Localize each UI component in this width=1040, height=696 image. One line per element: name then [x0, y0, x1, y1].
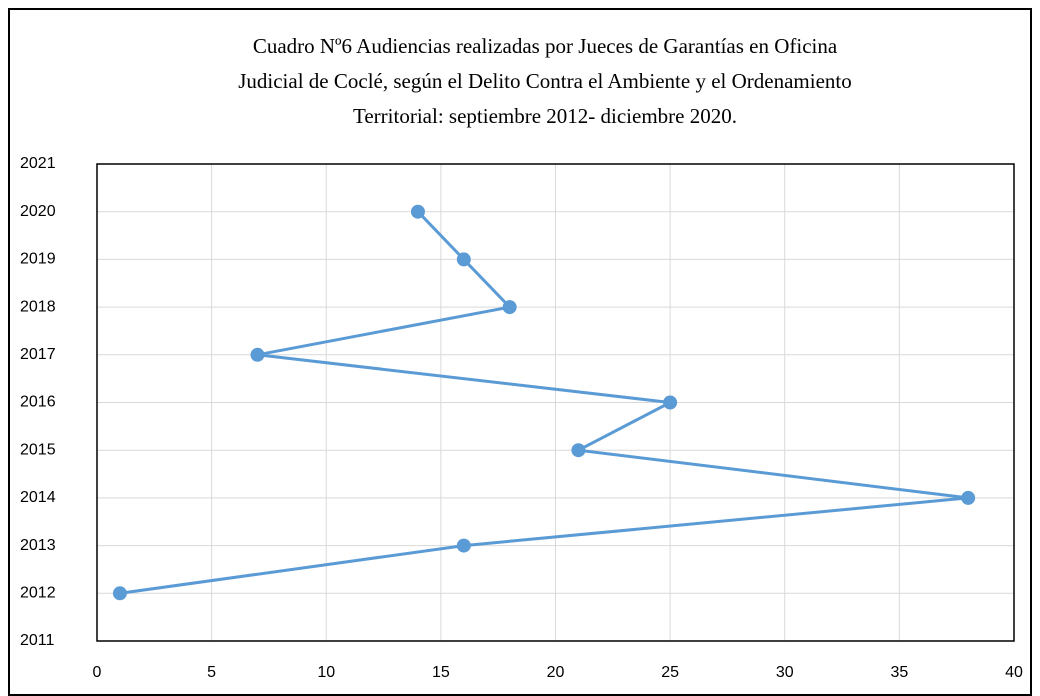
- frame: [8, 8, 1032, 696]
- y-tick-label: 2017: [20, 346, 56, 363]
- y-tick-label: 2016: [20, 394, 56, 411]
- x-tick-label: 20: [547, 664, 565, 681]
- x-tick-label: 30: [776, 664, 794, 681]
- chart-title: Cuadro Nº6 Audiencias realizadas por Jue…: [253, 34, 838, 58]
- x-tick-label: 15: [432, 664, 450, 681]
- y-tick-label: 2012: [20, 585, 56, 602]
- y-tick-label: 2020: [20, 203, 56, 220]
- y-tick-label: 2021: [20, 155, 56, 172]
- x-tick-label: 5: [207, 664, 216, 681]
- y-tick-label: 2015: [20, 441, 56, 458]
- marker: [502, 300, 517, 315]
- x-tick-label: 40: [1005, 664, 1023, 681]
- y-tick-label: 2014: [20, 489, 56, 506]
- marker: [250, 347, 265, 362]
- marker: [410, 204, 425, 219]
- marker: [571, 443, 586, 458]
- marker: [112, 586, 127, 601]
- y-tick-label: 2011: [20, 632, 55, 649]
- x-tick-label: 0: [93, 664, 102, 681]
- x-tick-label: 10: [317, 664, 335, 681]
- y-tick-label: 2013: [20, 537, 56, 554]
- y-tick-label: 2018: [20, 298, 56, 315]
- chart-title: Judicial de Coclé, según el Delito Contr…: [238, 69, 852, 93]
- marker: [961, 490, 976, 505]
- y-tick-label: 2019: [20, 251, 56, 268]
- x-tick-label: 35: [890, 664, 908, 681]
- plot-border: [96, 163, 1015, 642]
- marker: [456, 252, 471, 267]
- marker: [456, 538, 471, 553]
- marker: [663, 395, 678, 410]
- chart-title: Territorial: septiembre 2012- diciembre …: [353, 104, 737, 128]
- x-tick-label: 25: [661, 664, 679, 681]
